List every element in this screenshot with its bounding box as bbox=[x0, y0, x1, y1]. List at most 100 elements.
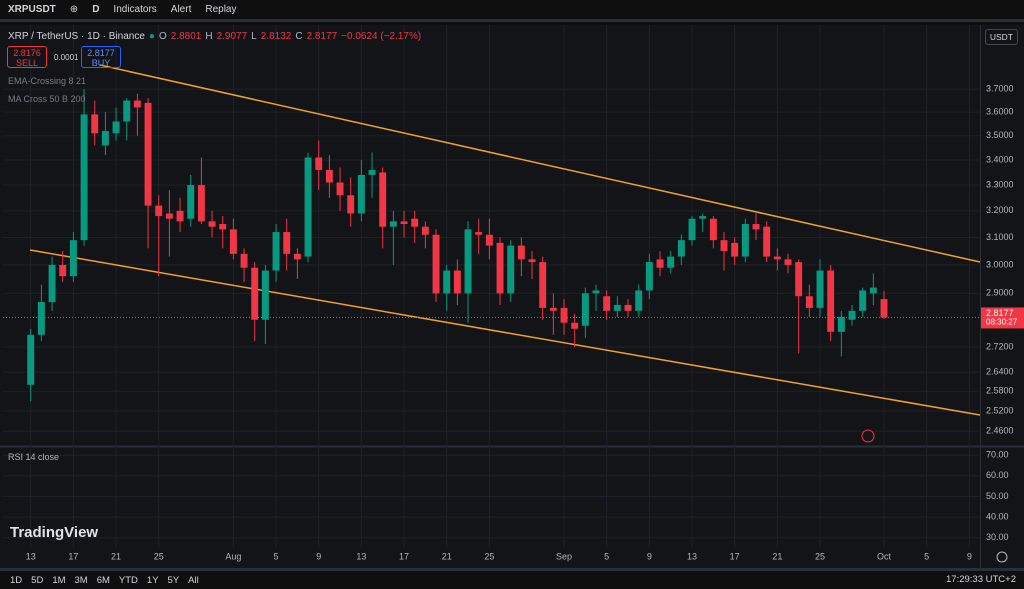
candle-body bbox=[731, 242, 739, 257]
settings-icon[interactable] bbox=[996, 551, 1008, 563]
y-tick-label: 3.1000 bbox=[986, 232, 1014, 242]
candle-body bbox=[699, 216, 707, 219]
candle-body bbox=[453, 270, 461, 294]
timeframe-button[interactable]: 5D bbox=[31, 574, 44, 586]
y-tick-label: 3.6000 bbox=[986, 106, 1014, 116]
candle-body bbox=[432, 234, 440, 294]
timeframe-button[interactable]: 6M bbox=[96, 574, 110, 586]
candle-body bbox=[80, 114, 88, 241]
legend-header: XRP / TetherUS · 1D · Binance ● O 2.8801 … bbox=[8, 31, 421, 42]
y-tick-label: 3.3000 bbox=[986, 179, 1014, 189]
y-tick-label: 3.4000 bbox=[986, 154, 1014, 164]
candle-body bbox=[59, 264, 67, 277]
last-price-label: 2.8177 bbox=[986, 308, 1014, 318]
candle-body bbox=[283, 232, 291, 254]
candle-body bbox=[101, 130, 109, 146]
add-symbol[interactable]: ⊕ bbox=[69, 4, 79, 15]
countdown-label: 08:30:27 bbox=[986, 318, 1018, 327]
ohlc-label: H bbox=[205, 31, 213, 42]
rsi-title: RSI 14 close bbox=[8, 452, 60, 462]
candle-body bbox=[645, 262, 653, 291]
spread: 0.0001 bbox=[54, 53, 79, 62]
candle-body bbox=[549, 307, 557, 311]
y-tick-label: 2.4600 bbox=[986, 426, 1014, 436]
x-tick-label: Aug bbox=[225, 551, 241, 561]
candle-body bbox=[773, 256, 781, 260]
last-price-box bbox=[981, 307, 1024, 329]
candle-body bbox=[795, 262, 803, 297]
candle-body bbox=[165, 213, 173, 219]
candle-body bbox=[251, 267, 259, 320]
y-tick-label: 50.00 bbox=[986, 491, 1009, 501]
x-tick-label: 5 bbox=[274, 551, 279, 561]
close-value: 2.8177 bbox=[306, 31, 338, 42]
candle-body bbox=[827, 270, 835, 332]
x-tick-label: 21 bbox=[772, 551, 782, 561]
candle-body bbox=[48, 264, 56, 303]
x-tick-label: 5 bbox=[604, 551, 609, 561]
y-tick-label: 40.00 bbox=[986, 511, 1009, 521]
candle-body bbox=[272, 232, 280, 271]
candle-body bbox=[763, 226, 771, 257]
alert-icon[interactable] bbox=[861, 429, 875, 443]
candle-body bbox=[123, 100, 131, 122]
candle-body bbox=[539, 262, 547, 308]
candle-body bbox=[688, 218, 696, 241]
x-tick-label: 25 bbox=[154, 551, 164, 561]
candle-body bbox=[848, 310, 856, 320]
indicator-label[interactable]: EMA-Crossing 8 21 bbox=[8, 76, 87, 86]
indicator-label[interactable]: MA Cross 50 B 200 bbox=[8, 94, 86, 104]
timeframe-button[interactable]: 1Y bbox=[146, 574, 159, 586]
timeframe-button[interactable]: 1D bbox=[10, 574, 23, 586]
candle-body bbox=[229, 229, 237, 254]
timeframe-button[interactable]: 3M bbox=[74, 574, 88, 586]
timeframe-button[interactable]: 5Y bbox=[167, 574, 180, 586]
y-tick-label: 3.0000 bbox=[986, 259, 1014, 269]
candle-body bbox=[720, 240, 728, 252]
symbol-title: XRP / TetherUS · 1D · Binance bbox=[8, 31, 145, 42]
open-value: 2.8801 bbox=[170, 31, 202, 42]
candle-body bbox=[581, 293, 589, 326]
alert-button[interactable]: Alert bbox=[170, 4, 192, 15]
y-tick-label: 2.5800 bbox=[986, 386, 1014, 396]
indicators-button[interactable]: Indicators bbox=[113, 4, 157, 15]
sell-button[interactable]: 2.8176 SELL bbox=[7, 46, 47, 68]
timeframe-button[interactable]: All bbox=[188, 574, 199, 586]
candle-body bbox=[400, 221, 408, 225]
x-tick-label: 25 bbox=[815, 551, 825, 561]
candle-body bbox=[155, 205, 163, 217]
candle-body bbox=[411, 218, 419, 227]
y-tick-label: 30.00 bbox=[986, 532, 1009, 542]
interval[interactable]: D bbox=[92, 4, 100, 15]
replay-button[interactable]: Replay bbox=[205, 4, 237, 15]
timeframe-button[interactable]: YTD bbox=[118, 574, 138, 586]
candle-body bbox=[69, 240, 77, 277]
buy-button[interactable]: 2.8177 BUY bbox=[81, 46, 121, 68]
candle-body bbox=[603, 296, 611, 311]
timeframe-button[interactable]: 1M bbox=[52, 574, 66, 586]
brand: TradingView bbox=[10, 524, 99, 541]
candle-body bbox=[741, 224, 749, 257]
candle-body bbox=[560, 307, 568, 323]
candle-body bbox=[709, 218, 717, 241]
y-tick-label: 2.5200 bbox=[986, 405, 1014, 415]
chart-bg bbox=[0, 25, 1024, 568]
candle-body bbox=[496, 242, 504, 294]
x-tick-label: 9 bbox=[316, 551, 321, 561]
trendline-upper bbox=[99, 64, 981, 263]
candle-body bbox=[357, 174, 365, 214]
candle-body bbox=[624, 304, 632, 311]
candle-body bbox=[325, 169, 333, 183]
ohlc-label: L bbox=[251, 31, 257, 42]
candle-body bbox=[368, 169, 376, 175]
currency[interactable]: USDT bbox=[984, 29, 1018, 45]
ohlc-label: C bbox=[295, 31, 303, 42]
x-tick-label: 13 bbox=[26, 551, 36, 561]
candle-body bbox=[187, 185, 195, 219]
symbol[interactable]: XRPUSDT bbox=[8, 4, 56, 15]
candle-body bbox=[507, 245, 515, 294]
candle-body bbox=[464, 229, 472, 294]
candle-body bbox=[315, 157, 323, 170]
x-tick-label: 21 bbox=[111, 551, 121, 561]
x-tick-label: 21 bbox=[442, 551, 452, 561]
